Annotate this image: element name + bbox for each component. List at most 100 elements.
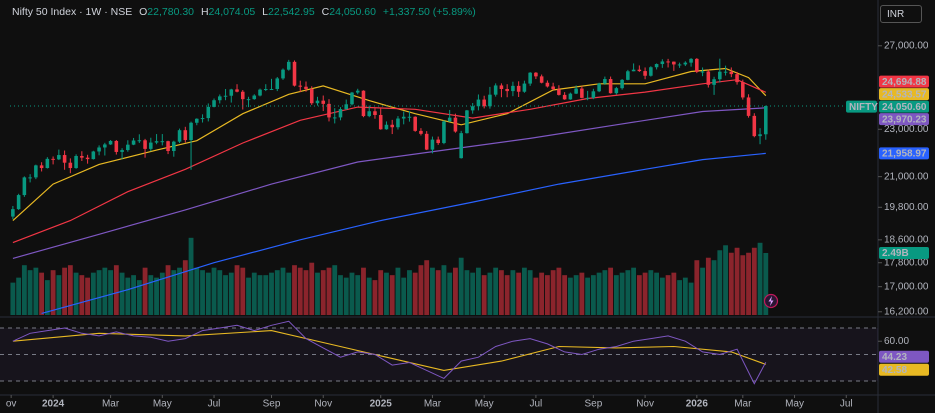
volume-bar — [389, 275, 395, 315]
candle-body — [637, 69, 642, 72]
volume-bar — [125, 277, 131, 315]
volume-bar — [493, 267, 499, 315]
candle-body — [206, 106, 211, 119]
candle-body — [505, 88, 509, 92]
candle-body — [246, 99, 251, 101]
volume-bar — [142, 267, 148, 315]
volume-bar — [694, 260, 700, 315]
candle-body — [321, 100, 326, 104]
candle-body — [269, 88, 274, 90]
volume-bar — [33, 267, 39, 315]
candle-body — [741, 82, 745, 98]
candle-body — [390, 124, 394, 128]
candle-body — [649, 67, 653, 76]
candle-body — [689, 58, 693, 63]
candle-body — [476, 99, 481, 107]
price-badge-bg — [879, 113, 929, 126]
candle-body — [338, 109, 343, 118]
volume-bar — [96, 270, 102, 315]
rsi-y-tick-label: 60.00 — [884, 336, 909, 347]
x-tick-label: May — [475, 399, 494, 410]
volume-bar — [251, 272, 257, 315]
x-tick-label: Sep — [263, 399, 281, 410]
moving-average-line — [12, 107, 766, 259]
candle-body — [401, 116, 406, 119]
candle-body — [580, 88, 584, 98]
candle-body — [183, 130, 188, 141]
volume-bar — [677, 280, 682, 315]
volume-bar — [516, 272, 522, 315]
candle-body — [143, 140, 147, 149]
candle-body — [499, 85, 504, 89]
y-tick-label: 19,800.00 — [884, 202, 929, 213]
symbol-badge-bg — [846, 100, 877, 113]
volume-bar — [659, 277, 665, 315]
currency-button[interactable]: INR — [880, 5, 922, 23]
volume-bar — [119, 272, 125, 315]
candle-body — [511, 85, 515, 92]
volume-bar — [67, 265, 73, 315]
candle-body — [62, 155, 67, 163]
volume-bar — [320, 270, 326, 315]
ohlc-key: C — [321, 6, 330, 18]
candle-body — [149, 142, 153, 149]
symbol-title: Nifty 50 Index · 1W · NSE — [12, 6, 133, 18]
candle-body — [218, 96, 222, 101]
volume-bar — [430, 267, 435, 315]
candle-body — [74, 155, 78, 169]
candle-body — [626, 71, 630, 80]
candle-body — [286, 61, 291, 70]
candle-body — [298, 85, 303, 87]
x-tick-label: Jul — [840, 399, 853, 410]
volume-bar — [453, 267, 458, 315]
rsi-badge-bg — [879, 350, 929, 363]
candle-body — [281, 69, 285, 79]
volume-bar — [102, 267, 108, 315]
candle-body — [275, 78, 280, 89]
candle-body — [413, 116, 417, 131]
candle-body — [718, 71, 722, 80]
candle-body — [712, 79, 716, 85]
candle-body — [677, 64, 682, 66]
volume-bar — [79, 275, 85, 315]
candle-body — [407, 116, 412, 118]
volume-bar — [539, 272, 545, 315]
volume-bar — [16, 277, 22, 315]
volume-bar — [315, 272, 320, 315]
candle-body — [528, 72, 532, 84]
x-tick-label: 2025 — [370, 399, 393, 410]
candle-body — [597, 83, 601, 92]
candle-body — [465, 110, 469, 134]
volume-bar — [705, 257, 711, 315]
candle-body — [57, 155, 61, 160]
price-badge-bg — [879, 100, 929, 113]
volume-bar — [62, 267, 68, 315]
legend-header: Nifty 50 Index · 1W · NSE O22,780.30 H24… — [12, 6, 476, 18]
candle-body — [373, 111, 377, 115]
volume-bar — [407, 270, 412, 315]
volume-bar — [263, 275, 269, 315]
volume-bar — [280, 267, 286, 315]
candle-body — [764, 106, 768, 135]
y-tick-label: 17,800.00 — [884, 257, 929, 268]
volume-bar — [573, 275, 579, 315]
volume-bar — [510, 270, 516, 315]
candle-body — [292, 61, 297, 86]
candle-body — [108, 140, 113, 145]
x-tick-label: May — [153, 399, 172, 410]
candle-body — [344, 104, 349, 110]
volume-bar — [56, 275, 62, 315]
volume-bar — [108, 270, 113, 315]
alert-icon[interactable] — [763, 293, 779, 309]
volume-bar — [148, 275, 154, 315]
volume-bar — [10, 282, 16, 315]
volume-bar — [257, 275, 263, 315]
candle-body — [424, 133, 429, 150]
candle-body — [315, 100, 320, 104]
ma-layer — [12, 67, 767, 314]
axis-layer: 27,000.00 23,000.00 21,000.00 19,800.00 18,6… — [6, 40, 929, 409]
candle-body — [80, 155, 84, 158]
